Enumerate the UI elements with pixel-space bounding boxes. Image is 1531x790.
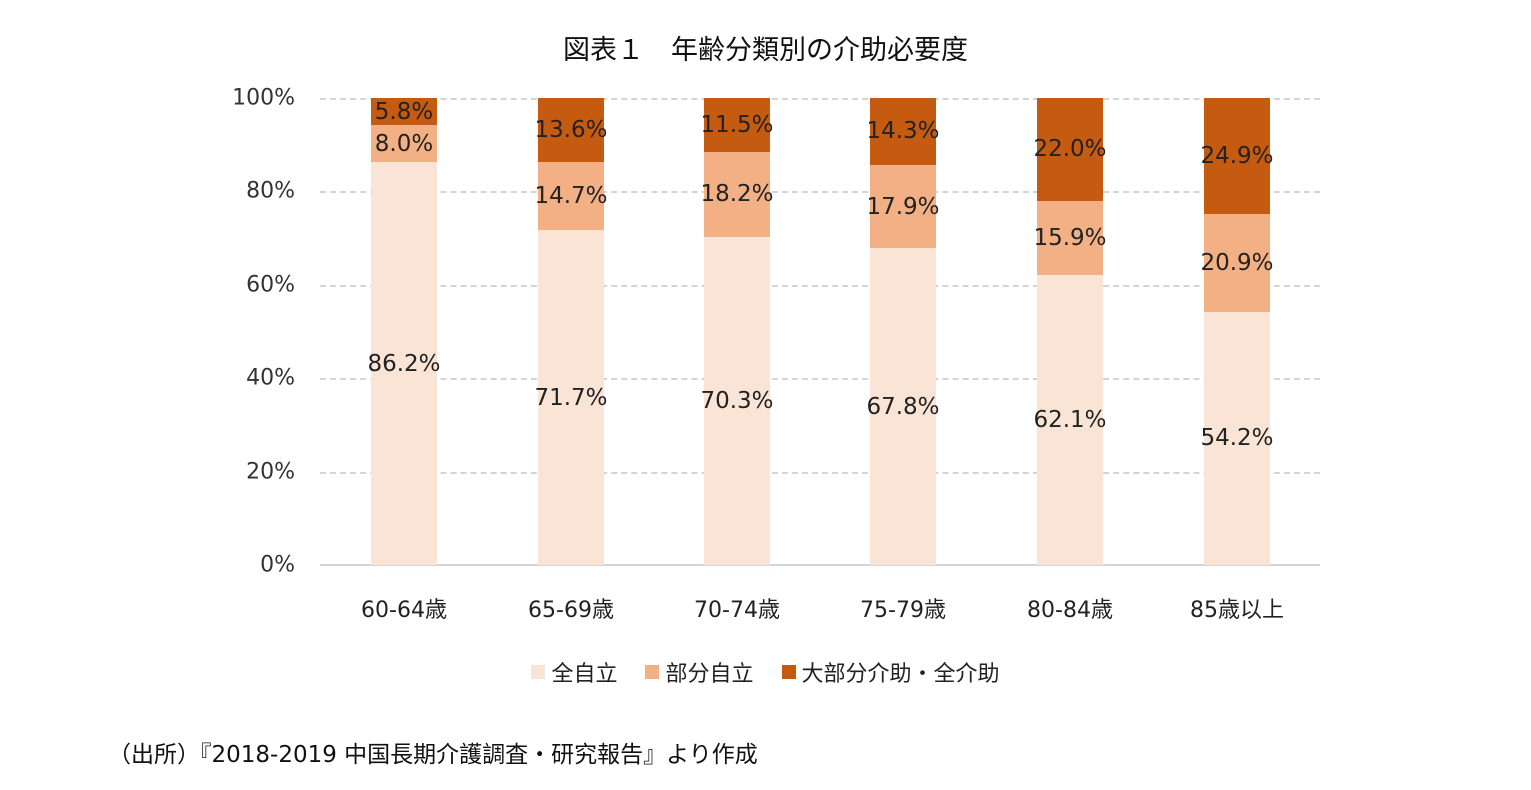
bar-segment: 11.5% xyxy=(700,98,774,152)
data-label: 13.6% xyxy=(534,116,608,143)
bar-stack: 86.2% 8.0% 5.8% xyxy=(367,98,441,565)
x-tick-label: 60-64歳 xyxy=(361,598,447,623)
data-label: 5.8% xyxy=(374,98,434,125)
data-label: 8.0% xyxy=(374,130,434,157)
data-label: 11.5% xyxy=(700,111,774,138)
legend-swatch-icon xyxy=(531,665,546,679)
bar-segment: 13.6% xyxy=(534,98,608,162)
x-tick-label: 85歳以上 xyxy=(1190,598,1284,623)
bar-segment: 14.3% xyxy=(866,98,940,165)
data-label: 18.2% xyxy=(700,181,774,208)
legend-label: 大部分介助・全介助 xyxy=(801,662,1000,687)
bar-segment: 24.9% xyxy=(1200,98,1274,215)
bar-segment: 86.2% xyxy=(367,162,441,565)
bar-segment: 71.7% xyxy=(534,230,608,565)
y-tick-label: 0% xyxy=(260,552,295,578)
legend-label: 部分自立 xyxy=(665,662,754,687)
x-tick-label: 80-84歳 xyxy=(1027,598,1113,623)
data-label: 20.9% xyxy=(1200,250,1274,277)
bar-segment: 15.9% xyxy=(1033,200,1107,275)
x-axis-line xyxy=(320,564,1320,566)
bar-segment: 22.0% xyxy=(1033,98,1107,201)
data-label: 14.3% xyxy=(866,118,940,145)
data-label: 70.3% xyxy=(700,387,774,414)
bar-segment: 5.8% xyxy=(371,98,437,126)
gridline xyxy=(320,378,1320,381)
bar-segment: 18.2% xyxy=(700,151,774,237)
data-label: 17.9% xyxy=(866,193,940,220)
plot-area: 86.2% 8.0% 5.8% 71.7% 14.7% 13.6% 70.3% 18.2% 11… xyxy=(320,98,1320,566)
legend-swatch-icon xyxy=(781,665,796,679)
legend-item: 大部分介助・全介助 xyxy=(781,656,1000,688)
x-tick-label: 65-69歳 xyxy=(528,598,614,623)
gridline xyxy=(320,191,1320,194)
bar-segment: 70.3% xyxy=(700,236,774,565)
gridline xyxy=(320,284,1320,287)
bar-stack: 71.7% 14.7% 13.6% xyxy=(534,98,608,565)
y-tick-label: 100% xyxy=(232,85,295,111)
gridline xyxy=(320,471,1320,474)
data-label: 54.2% xyxy=(1200,425,1274,452)
legend-swatch-icon xyxy=(645,665,660,679)
legend: 全自立 部分自立 大部分介助・全介助 xyxy=(0,656,1531,688)
y-tick-label: 60% xyxy=(246,272,295,298)
data-label: 22.0% xyxy=(1033,136,1107,163)
x-tick-label: 75-79歳 xyxy=(860,598,946,623)
bar-segment: 14.7% xyxy=(534,161,608,231)
legend-label: 全自立 xyxy=(551,662,618,687)
y-tick-label: 40% xyxy=(246,365,295,391)
chart-title: 図表１ 年齢分類別の介助必要度 xyxy=(563,35,968,66)
bar-segment: 62.1% xyxy=(1033,275,1107,565)
source-note: （出所）『2018-2019 中国長期介護調査・研究報告』より作成 xyxy=(108,742,758,768)
bar-segment: 20.9% xyxy=(1200,214,1274,312)
bar-stack: 62.1% 15.9% 22.0% xyxy=(1033,98,1107,565)
data-label: 14.7% xyxy=(534,182,608,209)
data-label: 24.9% xyxy=(1200,143,1274,170)
x-tick-label: 70-74歳 xyxy=(694,598,780,623)
legend-item: 全自立 xyxy=(531,656,617,688)
data-label: 62.1% xyxy=(1033,407,1107,433)
gridline xyxy=(320,98,1320,100)
y-tick-label: 80% xyxy=(246,178,295,204)
data-label: 86.2% xyxy=(367,350,441,377)
bar-segment: 54.2% xyxy=(1200,311,1274,565)
bar-stack: 67.8% 17.9% 14.3% xyxy=(866,98,940,565)
bar-stack: 70.3% 18.2% 11.5% xyxy=(700,98,774,565)
bar-stack: 54.2% 20.9% 24.9% xyxy=(1200,98,1274,565)
bar-segment: 17.9% xyxy=(866,164,940,249)
bar-segment: 8.0% xyxy=(371,125,437,163)
bar-segment: 67.8% xyxy=(866,248,940,565)
data-label: 15.9% xyxy=(1033,224,1107,251)
legend-item: 部分自立 xyxy=(645,656,754,688)
data-label: 67.8% xyxy=(866,393,940,420)
data-label: 71.7% xyxy=(534,384,608,411)
y-tick-label: 20% xyxy=(246,459,295,485)
